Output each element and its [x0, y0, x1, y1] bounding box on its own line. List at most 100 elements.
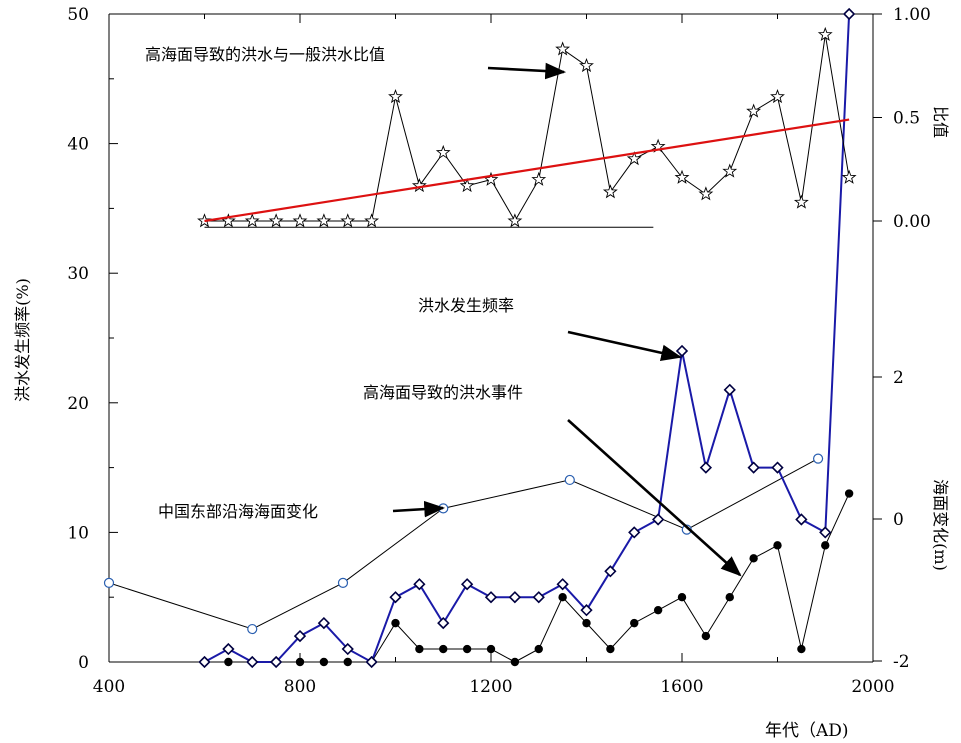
series-line-diamond: [204, 13, 851, 664]
frequency-point: [341, 642, 354, 656]
frequency-point: [269, 655, 283, 669]
y-tick-label: 10: [67, 523, 89, 543]
frequency-point: [556, 578, 569, 591]
flood-event-point: [725, 593, 734, 602]
ratio-point: [626, 151, 642, 166]
ratio-axis-label: 比值: [931, 106, 950, 138]
flood-event-point: [677, 593, 687, 602]
flood-event-point: [343, 657, 352, 667]
flood-event-point: [391, 618, 400, 628]
sea-tick-label: -2: [893, 652, 910, 672]
frequency-point: [389, 591, 402, 604]
events-arrow: [567, 419, 742, 577]
sea-level-point: [337, 577, 349, 589]
flood-event-point: [558, 593, 567, 602]
flood-event-point: [462, 644, 472, 654]
frequency-point: [532, 591, 545, 604]
frequency-point: [460, 578, 474, 591]
ratio-arrow: [487, 62, 567, 80]
flood-event-point: [606, 644, 615, 654]
ratio-annotation: 高海面导致的洪水与一般洪水比值: [145, 45, 385, 64]
frequency-point: [795, 513, 808, 526]
left-axis-label: 洪水发生频率(%): [13, 278, 32, 402]
frequency-arrow: [567, 330, 683, 362]
ratio-point: [579, 57, 594, 73]
ratio-point: [746, 103, 762, 118]
flood-event-point: [582, 618, 591, 628]
flood-event-point: [295, 657, 305, 667]
flood-event-point: [439, 644, 448, 654]
flood-event-point: [534, 644, 543, 654]
x-tick-label: 800: [284, 677, 316, 697]
ratio-point: [698, 186, 714, 201]
frequency-annotation: 洪水发生频率: [418, 296, 514, 315]
ratio-point: [602, 184, 618, 199]
ratio-point: [817, 26, 833, 42]
events-annotation: 高海面导致的洪水事件: [363, 383, 523, 402]
x-tick-label: 1200: [469, 677, 512, 697]
ratio-tick-label: 1.00: [893, 5, 931, 25]
ratio-point: [674, 169, 690, 184]
frequency-point: [651, 513, 665, 526]
frequency-point: [842, 7, 856, 21]
series-line-dot: [204, 493, 850, 663]
ratio-point: [364, 213, 380, 228]
flood-event-point: [653, 605, 663, 615]
frequency-point: [747, 461, 760, 474]
frequency-point: [699, 461, 713, 474]
y-tick-label: 20: [67, 394, 89, 414]
flood-event-point: [821, 541, 830, 550]
axes: 400 800 1200 1600 2000010203040500.000.51.00…: [67, 5, 931, 697]
ratio-point: [411, 178, 427, 193]
x-tick-label: 2000: [851, 677, 894, 697]
ratio-point: [841, 169, 857, 184]
frequency-point: [222, 642, 235, 656]
series-layer: [103, 7, 857, 669]
ratio-tick-label: 0.5: [893, 109, 920, 129]
frequency-point: [771, 461, 784, 474]
ratio-point: [435, 144, 451, 160]
frequency-point: [198, 655, 211, 669]
ratio-point: [722, 163, 738, 178]
flood-event-point: [773, 541, 782, 550]
ratio-trend-line: [204, 118, 850, 223]
ratio-point: [507, 213, 523, 228]
ratio-point: [459, 178, 475, 193]
frequency-point: [580, 604, 593, 617]
frequency-point: [628, 526, 641, 539]
ratio-point: [268, 213, 284, 228]
ratio-point: [316, 213, 332, 228]
flood-event-point: [319, 657, 329, 667]
flood-event-point: [415, 644, 424, 654]
y-tick-label: 0: [78, 653, 89, 673]
sea-tick-label: 2: [893, 368, 904, 388]
frequency-point: [604, 565, 617, 578]
ratio-point: [531, 171, 547, 186]
x-axis-label: 年代（AD): [765, 721, 849, 741]
sea-level-point: [247, 623, 258, 635]
sea-arrow: [392, 500, 446, 518]
frequency-point: [723, 383, 736, 396]
x-tick-label: 400: [93, 677, 125, 697]
ratio-tick-label: 0.00: [893, 212, 931, 232]
frequency-point: [508, 591, 522, 604]
frequency-point: [365, 655, 378, 669]
ratio-point: [793, 194, 809, 209]
frequency-point: [484, 591, 498, 604]
frequency-point: [246, 655, 259, 669]
y-tick-label: 50: [67, 5, 89, 25]
sea-level-point: [812, 453, 824, 464]
flood-event-point: [486, 644, 496, 654]
flood-event-point: [797, 644, 806, 654]
ratio-point: [388, 88, 403, 104]
frequency-point: [437, 616, 450, 630]
frequency-point: [819, 526, 832, 539]
frequency-point: [317, 616, 331, 630]
ratio-point: [292, 213, 308, 228]
flood-event-point: [701, 631, 711, 641]
flood-event-point: [749, 554, 758, 563]
flood-event-point: [844, 489, 854, 498]
sea-level-point: [564, 474, 575, 486]
ratio-point: [244, 213, 260, 228]
